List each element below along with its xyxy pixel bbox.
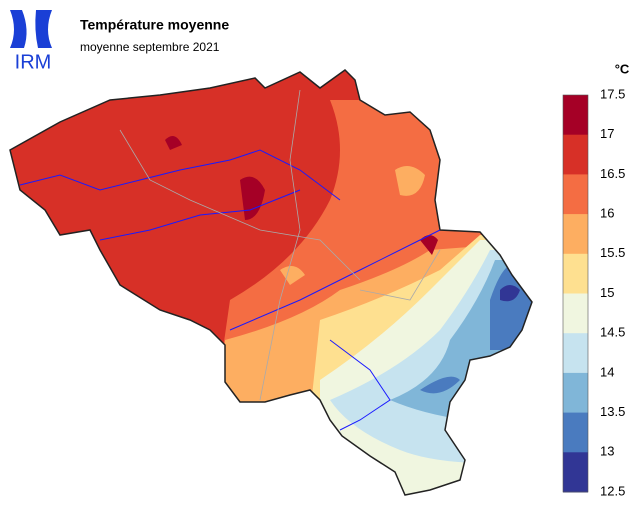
temperature-map — [10, 70, 532, 495]
map-subtitle: moyenne septembre 2021 — [80, 40, 220, 54]
legend-swatch — [563, 174, 588, 215]
legend-swatch — [563, 293, 588, 334]
legend-label: 17.5 — [600, 86, 625, 101]
logo-text: IRM — [15, 51, 52, 73]
map-title: Température moyenne — [80, 17, 229, 33]
legend-frame — [562, 94, 589, 493]
legend: 17.5 17 16.5 16 15.5 15 14.5 14 13.5 13 12.5 — [562, 86, 625, 498]
legend-swatch — [563, 412, 588, 453]
legend-swatch — [563, 95, 588, 136]
logo: IRM — [10, 10, 52, 73]
legend-label: 12.5 — [600, 483, 625, 498]
legend-swatch — [563, 372, 588, 414]
legend-label: 17 — [600, 126, 614, 141]
logo-shape — [35, 10, 52, 48]
legend-label: 16.5 — [600, 166, 625, 181]
legend-swatch — [563, 253, 588, 294]
legend-unit: °C — [615, 61, 630, 76]
legend-label: 13 — [600, 444, 614, 459]
legend-label: 15 — [600, 285, 614, 300]
legend-label: 16 — [600, 206, 614, 221]
legend-label: 13.5 — [600, 404, 625, 419]
legend-swatch — [563, 134, 588, 175]
legend-swatch — [563, 333, 588, 374]
legend-swatch — [563, 214, 588, 255]
legend-label: 14 — [600, 364, 614, 379]
legend-swatch — [563, 452, 588, 493]
province-borders — [119, 89, 441, 401]
rivers — [19, 149, 441, 431]
logo-shape — [10, 10, 27, 48]
legend-label: 14.5 — [600, 325, 625, 340]
legend-label: 15.5 — [600, 245, 625, 260]
